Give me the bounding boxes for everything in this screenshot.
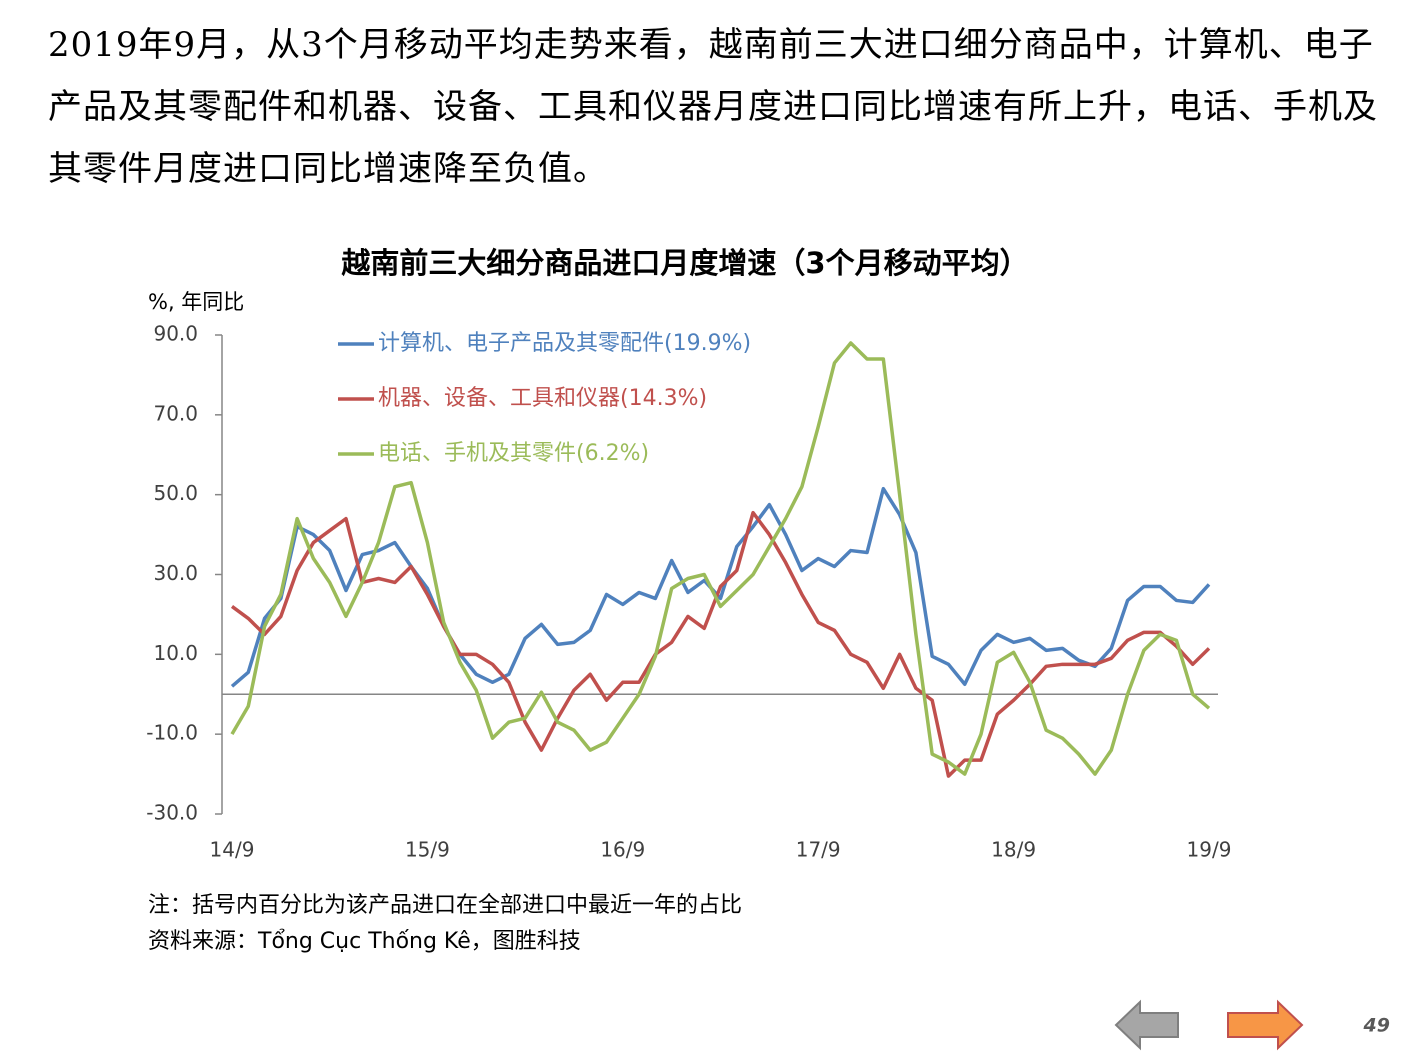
x-tick-label: 14/9 [210,838,255,862]
legend-label: 电话、手机及其零件(6.2%) [378,441,649,466]
legend-label: 机器、设备、工具和仪器(14.3%) [378,386,707,411]
note: 注：括号内百分比为该产品进口在全部进口中最近一年的占比 [148,893,742,918]
next-button[interactable] [1227,999,1304,1051]
paragraph: 2019年9月，从3个月移动平均走势来看，越南前三大进口细分商品中，计算机、电子… [48,25,1378,189]
y-tick-label: 90.0 [153,322,198,346]
page-number: 49 [1363,1015,1390,1037]
note: 资料来源：Tổng Cục Thống Kê，图胜科技 [148,929,581,954]
x-tick-label: 16/9 [600,838,645,862]
y-tick-label: 50.0 [153,481,198,505]
y-tick-label: 30.0 [153,561,198,585]
x-tick-label: 18/9 [991,838,1036,862]
x-tick-label: 15/9 [405,838,450,862]
y-axis-label: %, 年同比 [148,290,244,314]
x-tick-label: 17/9 [796,838,841,862]
y-tick-label: -30.0 [146,801,198,825]
series-line [230,510,1211,778]
series-line [230,341,1211,776]
prev-button[interactable] [1114,999,1179,1051]
series-line [230,486,1211,688]
y-tick-label: -10.0 [146,721,198,745]
chart-title: 越南前三大细分商品进口月度增速（3个月移动平均） [341,246,1028,280]
x-tick-label: 19/9 [1187,838,1232,862]
y-tick-label: 10.0 [153,641,198,665]
y-tick-label: 70.0 [153,401,198,425]
legend-label: 计算机、电子产品及其零配件(19.9%) [378,331,751,356]
